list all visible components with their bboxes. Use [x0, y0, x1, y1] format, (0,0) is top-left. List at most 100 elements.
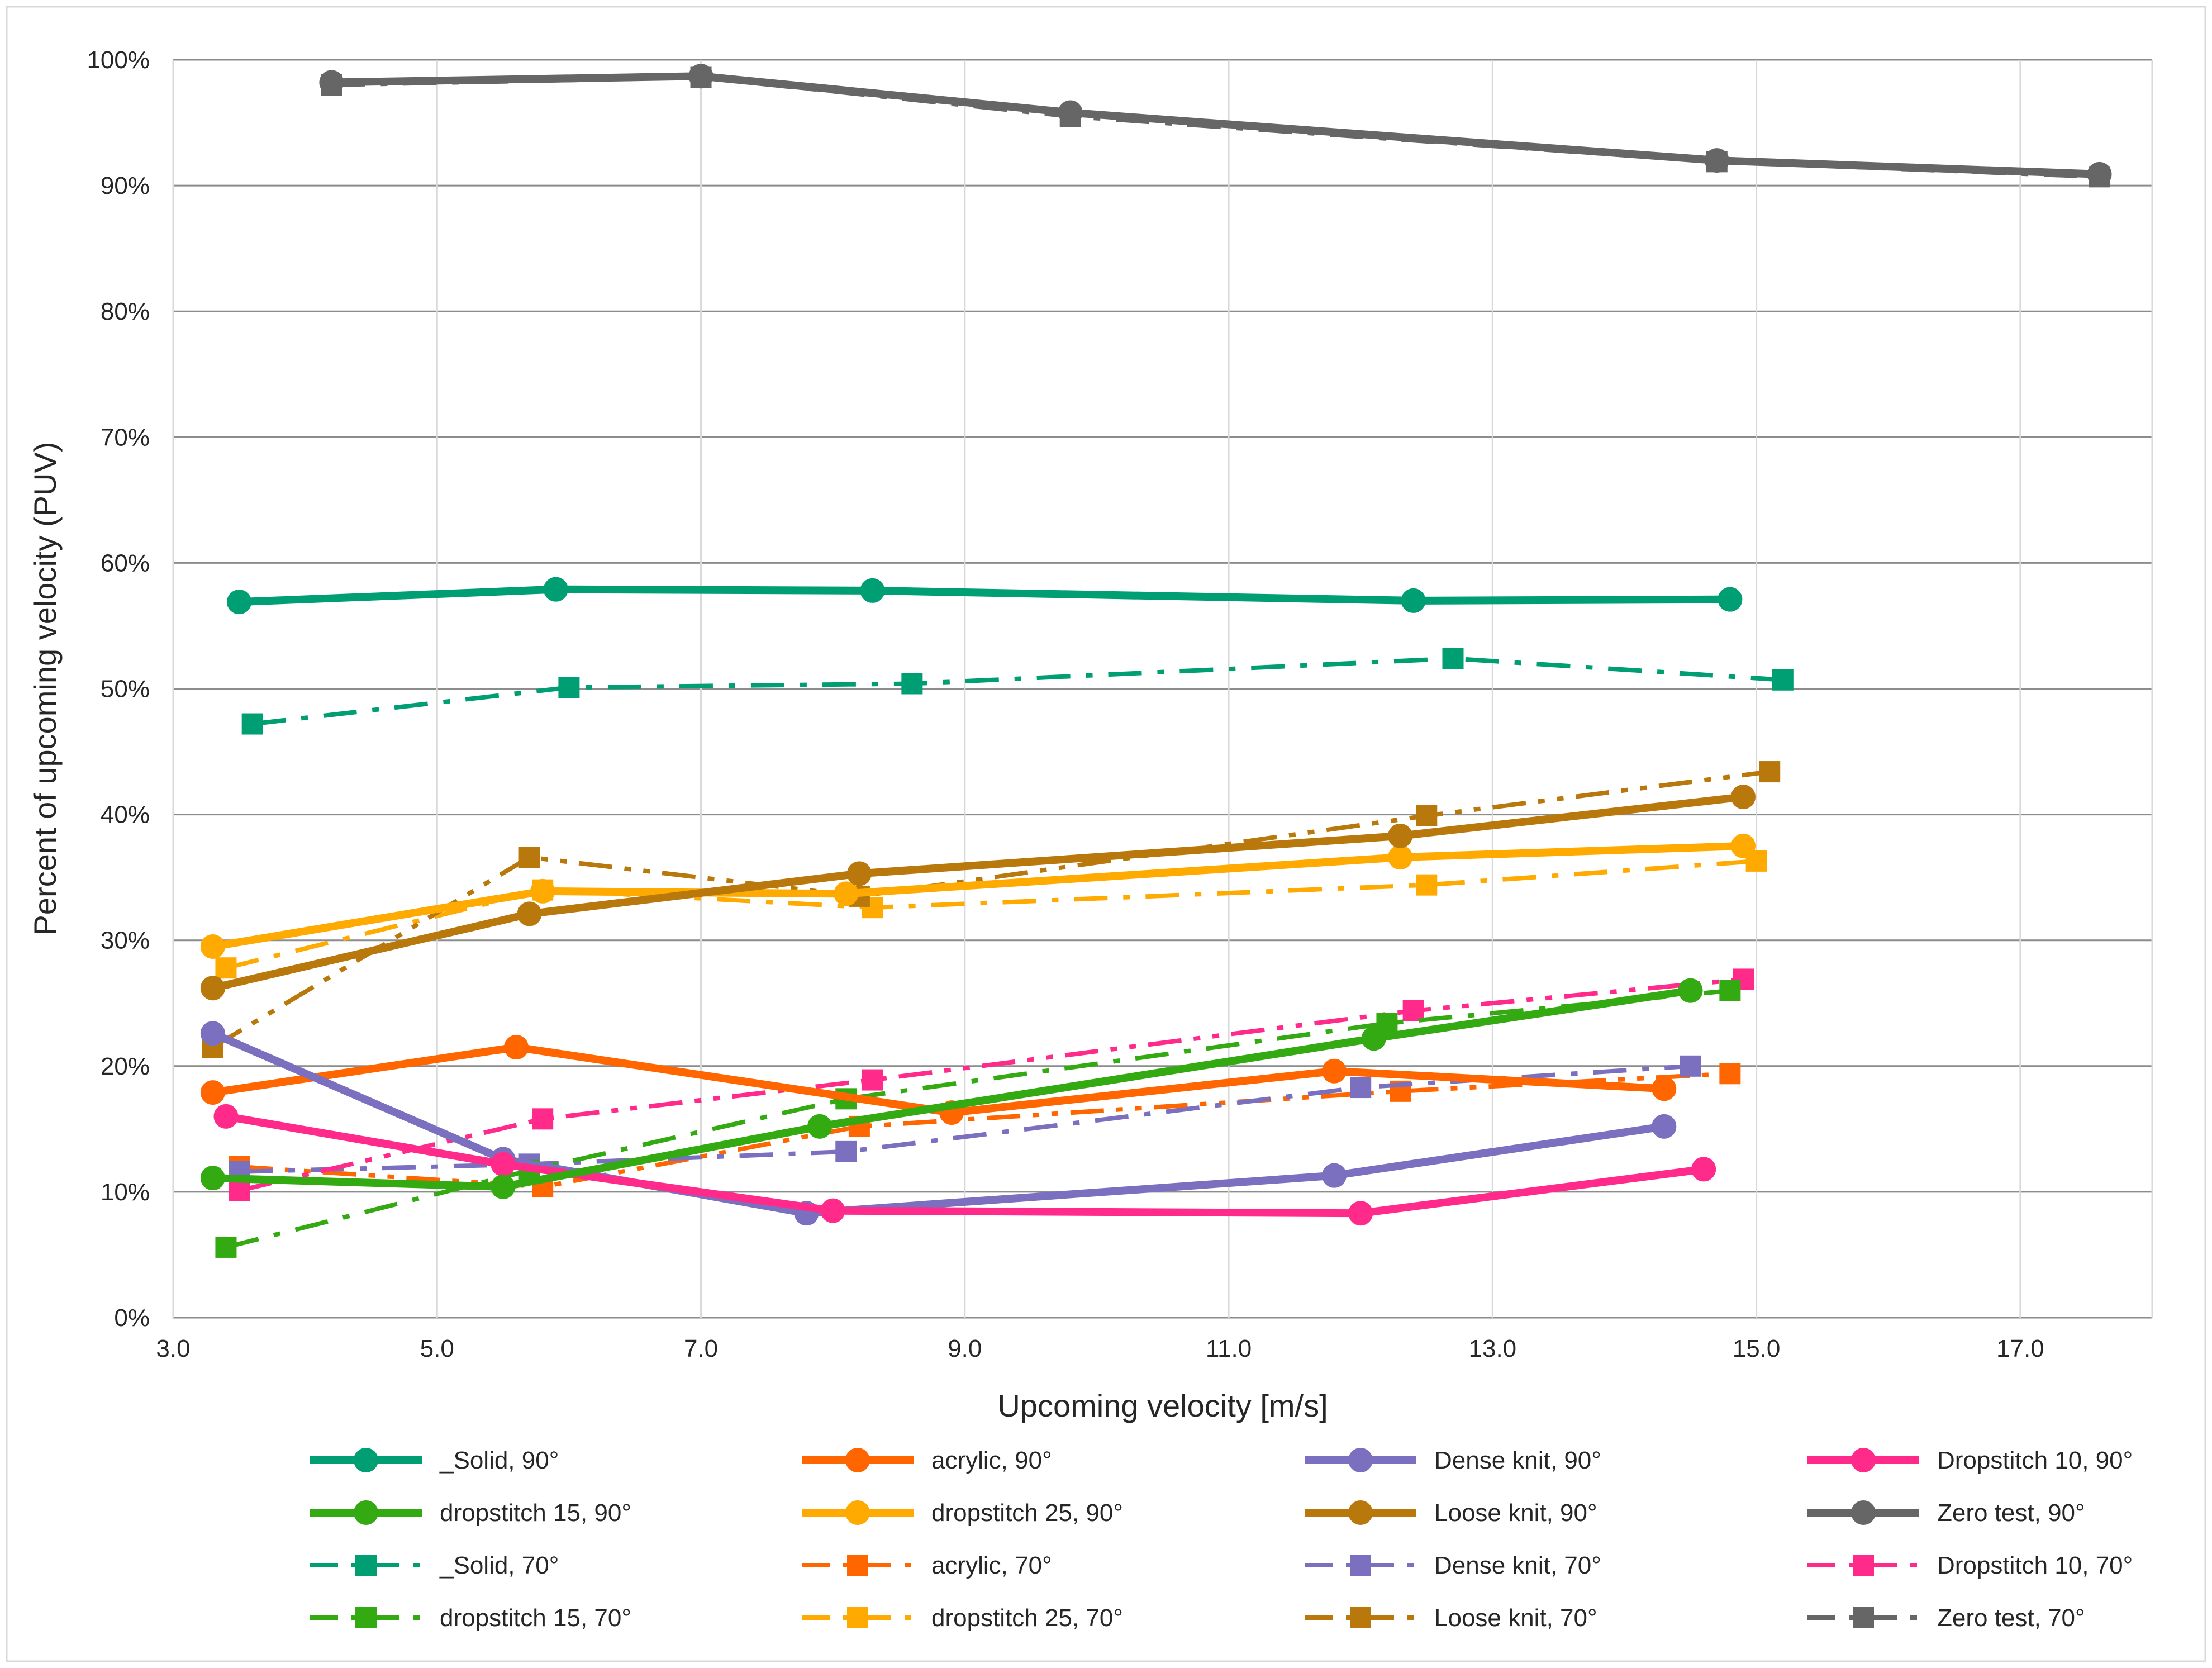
data-point: [2087, 161, 2112, 187]
legend-item-acrylic-70: acrylic, 70°: [802, 1552, 1052, 1579]
legend-marker: [845, 1500, 870, 1525]
legend-marker: [1853, 1607, 1874, 1628]
series-dropstitch-25-90: [200, 833, 1756, 959]
data-point: [1058, 100, 1083, 125]
legend-label: dropstitch 25, 70°: [931, 1604, 1123, 1632]
x-tick-label: 7.0: [684, 1335, 718, 1362]
legend-marker: [355, 1607, 377, 1628]
legend-item-dense-knit-70: Dense knit, 70°: [1305, 1552, 1601, 1579]
y-tick-label: 50%: [101, 676, 150, 703]
legend: _Solid, 90° acrylic, 90° Dense knit, 90° Dr…: [310, 1447, 2133, 1632]
data-point: [200, 1021, 225, 1046]
data-point: [834, 881, 859, 906]
data-point: [1678, 978, 1703, 1003]
data-point: [319, 70, 344, 95]
data-point: [1730, 833, 1756, 858]
data-point: [862, 1069, 883, 1091]
legend-label: Dense knit, 90°: [1434, 1447, 1601, 1474]
data-point: [1691, 1157, 1716, 1182]
legend-marker: [354, 1448, 378, 1472]
legend-item-dense-knit-90: Dense knit, 90°: [1305, 1447, 1601, 1474]
data-point: [530, 878, 555, 904]
series-dense-knit-90: [200, 1021, 1677, 1226]
data-point: [200, 976, 225, 1001]
data-point: [1772, 669, 1794, 691]
data-point: [1361, 1026, 1386, 1051]
y-tick-label: 10%: [101, 1178, 150, 1206]
data-point: [532, 1108, 554, 1130]
legend-item-dropstitch-10-90: Dropstitch 10, 90°: [1807, 1447, 2133, 1474]
legend-item-loose-knit-70: Loose knit, 70°: [1305, 1604, 1597, 1632]
x-tick-label: 9.0: [948, 1335, 982, 1362]
data-point: [215, 957, 237, 979]
data-point: [901, 673, 923, 695]
gridlines: [172, 59, 2153, 1319]
series-loose-knit-90: [200, 785, 1756, 1001]
tick-labels: 0% 10% 20% 30% 40% 50% 60% 70% 80% 90% 100% 3.0 5.0 7…: [87, 46, 2044, 1362]
y-tick-label: 100%: [87, 46, 150, 74]
data-point: [1416, 874, 1438, 896]
legend-item-zero-test-70: Zero test, 70°: [1807, 1604, 2085, 1632]
legend-marker: [1348, 1448, 1373, 1472]
y-tick-label: 20%: [101, 1053, 150, 1080]
y-tick-label: 90%: [101, 172, 150, 199]
y-tick-label: 70%: [101, 424, 150, 451]
x-tick-label: 3.0: [156, 1335, 190, 1362]
legend-item-loose-knit-90: Loose knit, 90°: [1305, 1499, 1597, 1527]
data-point: [807, 1114, 833, 1139]
legend-item-zero-test-90: Zero test, 90°: [1807, 1499, 2085, 1527]
legend-item-solid-70: _Solid, 70°: [310, 1552, 559, 1579]
legend-label: Loose knit, 70°: [1434, 1604, 1597, 1632]
data-point: [1401, 588, 1426, 613]
series-solid-90: [227, 577, 1743, 615]
data-point: [820, 1198, 845, 1223]
data-point: [200, 1166, 225, 1191]
data-point: [558, 677, 580, 698]
series-zero-test-90: [319, 64, 2112, 187]
data-point: [1321, 1163, 1347, 1188]
y-tick-label: 0%: [114, 1304, 150, 1332]
legend-item-dropstitch-10-70: Dropstitch 10, 70°: [1807, 1552, 2133, 1579]
legend-marker: [354, 1500, 378, 1525]
legend-marker: [1851, 1448, 1876, 1472]
legend-label: Loose knit, 90°: [1434, 1499, 1597, 1527]
legend-label: Dense knit, 70°: [1434, 1552, 1601, 1579]
legend-label: dropstitch 25, 90°: [931, 1499, 1123, 1527]
data-point: [1719, 1063, 1741, 1085]
series-line: [225, 988, 1730, 1249]
legend-marker: [1350, 1607, 1371, 1628]
x-tick-label: 13.0: [1469, 1335, 1517, 1362]
data-point: [835, 1140, 857, 1162]
legend-item-dropstitch-25-90: dropstitch 25, 90°: [802, 1499, 1123, 1527]
data-point: [1652, 1114, 1677, 1139]
x-tick-label: 5.0: [420, 1335, 454, 1362]
data-point: [241, 713, 263, 735]
legend-item-solid-90: _Solid, 90°: [310, 1447, 559, 1474]
x-tick-label: 17.0: [1996, 1335, 2044, 1362]
legend-label: _Solid, 70°: [439, 1552, 559, 1579]
series-solid-70: [241, 648, 1794, 735]
series-dropstitch-15-90: [200, 978, 1703, 1199]
legend-label: acrylic, 70°: [931, 1552, 1052, 1579]
series-dropstitch-10-90: [213, 1104, 1716, 1226]
data-point: [215, 1236, 237, 1258]
legend-marker: [1348, 1500, 1373, 1525]
legend-label: Dropstitch 10, 90°: [1937, 1447, 2133, 1474]
chart-frame: [6, 6, 2206, 1662]
legend-label: Zero test, 70°: [1937, 1604, 2085, 1632]
x-tick-label: 15.0: [1733, 1335, 1781, 1362]
series-acrylic-90: [200, 1035, 1677, 1125]
data-point: [491, 1152, 516, 1177]
legend-item-dropstitch-25-70: dropstitch 25, 70°: [802, 1604, 1123, 1632]
y-tick-label: 40%: [101, 801, 150, 829]
data-point: [860, 578, 885, 603]
data-point: [688, 64, 713, 89]
data-point: [518, 847, 540, 868]
data-point: [1718, 587, 1743, 612]
data-point: [213, 1104, 239, 1129]
legend-marker: [847, 1607, 868, 1628]
data-point: [491, 1174, 516, 1199]
y-axis-title: Percent of upcoming velocity (PUV): [27, 442, 63, 936]
legend-label: _Solid, 90°: [439, 1447, 559, 1474]
